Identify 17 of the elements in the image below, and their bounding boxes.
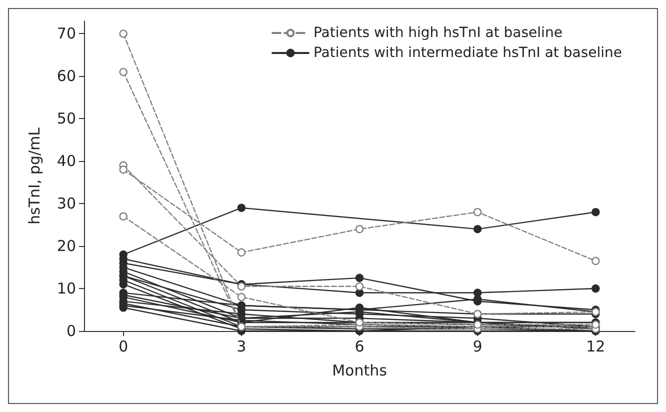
x-tick-label: 9 [472,338,482,356]
x-tick-label: 3 [236,338,246,356]
y-tick-label: 60 [56,67,76,86]
y-tick-label: 70 [56,24,76,43]
x-axis-title: Months [332,362,388,380]
legend-label: Patients with intermediate hsTnI at baseline [313,45,622,61]
y-axis-title: hsTnI, pg/mL [26,126,44,225]
y-tick-label: 0 [66,322,76,340]
y-tick-label: 40 [56,152,76,170]
legend-label: Patients with high hsTnI at baseline [313,25,562,41]
y-tick-label: 50 [56,110,76,128]
x-tick-label: 0 [118,338,128,356]
x-tick-label: 6 [354,338,364,356]
y-tick-label: 30 [56,194,76,213]
x-tick-label: 12 [586,338,606,356]
y-tick-label: 20 [56,237,76,256]
y-tick-label: 10 [56,280,76,298]
